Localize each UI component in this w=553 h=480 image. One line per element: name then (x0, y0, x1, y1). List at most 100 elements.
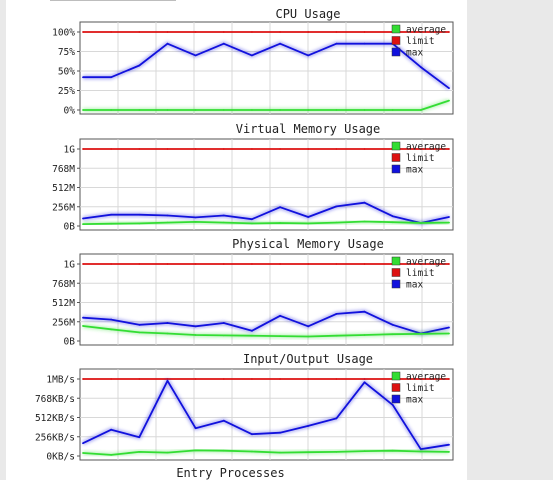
chart-title: Virtual Memory Usage (236, 122, 381, 136)
data-point-average (222, 109, 225, 111)
y-tick-label: 0% (64, 106, 76, 117)
series-average-line (82, 325, 450, 338)
data-point-max (251, 329, 253, 332)
data-point-limit (448, 263, 450, 265)
y-tick-label: 100% (52, 28, 75, 39)
y-tick-label: 75% (58, 47, 75, 58)
series-average-line (82, 449, 450, 456)
data-point-average (279, 451, 281, 454)
data-point-limit (110, 263, 113, 265)
data-point-average (391, 333, 394, 336)
chart-2: Virtual Memory Usage 1G 768M 512M 256M 0B aver… (52, 122, 454, 233)
data-point-limit (251, 378, 253, 380)
data-point-average (138, 331, 141, 334)
data-point-average (194, 220, 197, 223)
chart-title: Physical Memory Usage (232, 237, 384, 251)
data-point-limit (419, 31, 422, 33)
data-point-max (307, 425, 310, 427)
data-point-max (138, 64, 141, 67)
legend-label-average: average (406, 142, 446, 153)
data-point-average (82, 223, 84, 226)
legend-label-max: max (406, 48, 423, 59)
data-point-average (166, 451, 169, 454)
data-point-max (82, 76, 84, 79)
data-point-max (335, 205, 338, 208)
data-point-average (419, 109, 422, 111)
data-point-limit (363, 378, 366, 380)
legend-label-average: average (406, 257, 446, 268)
data-point-average (279, 109, 281, 111)
data-point-limit (448, 148, 450, 150)
data-point-limit (82, 31, 84, 33)
data-point-max (194, 427, 197, 430)
chart-3: Physical Memory Usage 1G 768M 512M 256M 0B ave… (52, 237, 454, 348)
data-point-limit (166, 31, 169, 33)
data-point-max (138, 323, 141, 326)
chart-4: Input/Output Usage 1MB/s 768KB/s 512KB/s 256… (35, 352, 454, 463)
y-tick-label: 512M (52, 183, 75, 194)
data-point-max (391, 215, 394, 218)
data-point-average (194, 449, 197, 452)
data-point-average (363, 109, 366, 111)
data-point-max (222, 42, 225, 45)
y-tick-label: 512KB/s (35, 413, 75, 424)
data-point-average (448, 221, 450, 224)
legend-swatch-limit (391, 268, 401, 277)
y-tick-label: 256M (52, 202, 75, 213)
plot-area (79, 21, 454, 115)
data-point-max (448, 326, 450, 329)
plot-area (79, 368, 454, 461)
data-point-max (448, 443, 450, 446)
data-point-limit (307, 31, 310, 33)
data-point-limit (138, 263, 141, 265)
data-point-limit (335, 263, 338, 265)
data-point-max (138, 213, 141, 216)
data-point-max (166, 322, 169, 324)
legend-label-max: max (406, 395, 423, 406)
y-tick-label: 1G (64, 145, 76, 156)
data-point-limit (363, 263, 366, 265)
data-point-limit (251, 31, 253, 33)
data-point-limit (222, 263, 225, 265)
legend-swatch-average (391, 24, 401, 34)
data-point-limit (110, 378, 113, 380)
data-point-limit (419, 263, 422, 265)
legend-label-average: average (406, 372, 446, 383)
data-point-average (419, 332, 422, 335)
data-point-max (166, 214, 169, 217)
legend-swatch-average (391, 256, 401, 266)
data-point-limit (222, 31, 225, 33)
data-point-average (448, 99, 450, 102)
data-point-limit (448, 378, 450, 380)
data-point-max (391, 323, 394, 326)
data-point-average (279, 335, 281, 338)
data-point-max (82, 316, 84, 319)
data-point-average (448, 450, 450, 453)
series-average-line (83, 99, 450, 111)
data-point-limit (279, 148, 281, 150)
data-point-limit (138, 378, 141, 380)
data-point-max (110, 318, 113, 321)
data-point-max (110, 213, 113, 216)
y-tick-label: 768KB/s (35, 394, 75, 405)
data-point-limit (166, 263, 169, 265)
data-point-max (194, 54, 197, 57)
data-point-average (307, 109, 310, 111)
data-point-limit (110, 148, 113, 150)
chart-title: Input/Output Usage (243, 352, 373, 366)
data-point-max (166, 379, 169, 382)
legend-label-limit: limit (406, 153, 435, 164)
data-point-average (110, 109, 113, 111)
data-point-limit (363, 148, 366, 150)
legend-label-max: max (406, 280, 423, 291)
data-point-max (138, 436, 141, 439)
data-point-limit (110, 31, 113, 33)
data-point-limit (335, 378, 338, 380)
plot-area (79, 253, 454, 346)
data-point-max (419, 66, 422, 68)
data-point-limit (307, 263, 310, 265)
data-point-max (251, 54, 253, 57)
data-point-average (363, 334, 366, 336)
data-point-limit (82, 148, 84, 150)
data-point-max (335, 313, 338, 315)
